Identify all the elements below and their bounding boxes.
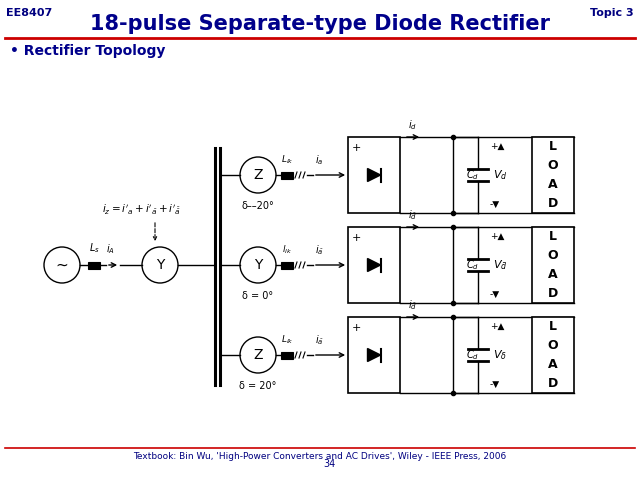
Text: $L_{lk}$: $L_{lk}$ — [281, 334, 293, 346]
Text: O: O — [548, 249, 558, 262]
Text: L: L — [549, 140, 557, 153]
Text: $V_d$: $V_d$ — [493, 168, 508, 182]
Text: • Rectifier Topology: • Rectifier Topology — [10, 44, 165, 58]
Text: ~: ~ — [56, 257, 68, 273]
Text: +: + — [352, 233, 362, 243]
Text: +▲: +▲ — [490, 322, 504, 331]
Text: Textbook: Bin Wu, 'High-Power Converters and AC Drives', Wiley - IEEE Press, 200: Textbook: Bin Wu, 'High-Power Converters… — [133, 452, 507, 461]
Bar — [348, 227, 400, 303]
Text: -▼: -▼ — [490, 289, 500, 299]
Text: +: + — [352, 143, 362, 153]
Text: -▼: -▼ — [490, 380, 500, 388]
Text: δ––20°: δ––20° — [242, 201, 275, 211]
Text: $l_{lk}$: $l_{lk}$ — [282, 243, 292, 256]
Text: δ = 20°: δ = 20° — [239, 381, 276, 391]
Text: Topic 3: Topic 3 — [590, 8, 634, 18]
Text: $C_d$: $C_d$ — [466, 168, 479, 182]
Text: +: + — [352, 323, 362, 333]
Text: Y: Y — [254, 258, 262, 272]
Bar — [281, 171, 293, 179]
Text: $i_{\bar{a}}$: $i_{\bar{a}}$ — [315, 333, 323, 347]
Polygon shape — [367, 348, 381, 361]
Text: A: A — [548, 268, 558, 281]
Text: δ = 0°: δ = 0° — [243, 291, 273, 301]
Text: A: A — [548, 358, 558, 371]
Text: -▼: -▼ — [490, 200, 500, 208]
Bar — [532, 227, 574, 303]
Text: Z: Z — [253, 168, 263, 182]
Bar — [88, 262, 100, 268]
Text: $L_s$: $L_s$ — [88, 241, 99, 255]
Bar — [348, 137, 400, 213]
Bar — [532, 317, 574, 393]
Text: $V_{\bar{\delta}}$: $V_{\bar{\delta}}$ — [493, 348, 507, 362]
Text: O: O — [548, 339, 558, 352]
Bar — [348, 317, 400, 393]
Text: $L_{lk}$: $L_{lk}$ — [281, 154, 293, 166]
Text: $i_A$: $i_A$ — [106, 242, 115, 256]
Text: $i_{\bar{d}}$: $i_{\bar{d}}$ — [408, 298, 417, 312]
Polygon shape — [367, 259, 381, 272]
Text: D: D — [548, 287, 558, 300]
Text: A: A — [548, 178, 558, 191]
Polygon shape — [367, 168, 381, 181]
Bar — [532, 137, 574, 213]
Text: D: D — [548, 197, 558, 210]
Text: D: D — [548, 377, 558, 390]
Text: O: O — [548, 159, 558, 172]
Text: $i_d$: $i_d$ — [408, 118, 417, 132]
Bar — [281, 262, 293, 268]
Bar — [281, 351, 293, 359]
Text: $i_a$: $i_a$ — [315, 153, 323, 167]
Text: $V_{\bar{d}}$: $V_{\bar{d}}$ — [493, 258, 508, 272]
Text: +▲: +▲ — [490, 142, 504, 151]
Text: L: L — [549, 230, 557, 243]
Text: L: L — [549, 320, 557, 333]
Text: 18-pulse Separate-type Diode Rectifier: 18-pulse Separate-type Diode Rectifier — [90, 14, 550, 34]
Text: $C_d$: $C_d$ — [466, 348, 479, 362]
Text: $i_{\bar{a}}$: $i_{\bar{a}}$ — [315, 243, 323, 257]
Text: EE8407: EE8407 — [6, 8, 52, 18]
Text: Y: Y — [156, 258, 164, 272]
Text: Z: Z — [253, 348, 263, 362]
Text: $i_{\bar{d}}$: $i_{\bar{d}}$ — [408, 208, 417, 222]
Text: +▲: +▲ — [490, 231, 504, 240]
Text: $i_z = i'_a + i'_{\bar{a}} + i'_{\bar{\bar{a}}}$: $i_z = i'_a + i'_{\bar{a}} + i'_{\bar{\b… — [102, 203, 182, 217]
Text: $C_d$: $C_d$ — [466, 258, 479, 272]
Text: 34: 34 — [323, 459, 335, 469]
